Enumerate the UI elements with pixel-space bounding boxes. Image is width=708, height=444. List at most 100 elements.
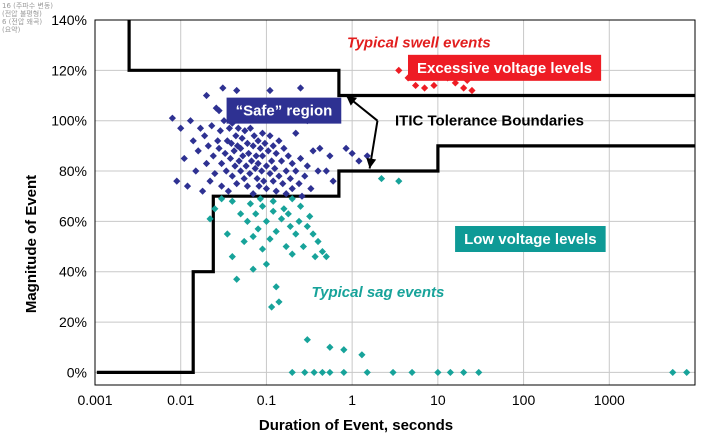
data-point [363,152,371,160]
data-point [288,159,296,168]
data-point [192,167,200,175]
data-point [288,195,296,203]
data-point [296,202,305,210]
corner-note-line: 16 (주파수 변동) [2,1,53,10]
data-point [225,124,234,132]
data-point [275,172,283,180]
data-point [322,253,330,261]
corner-note-line: 6 (전압 왜곡) [2,17,42,26]
data-point [326,368,334,377]
data-point [245,149,253,158]
data-point [221,149,229,158]
chart-annotations: Typical swell events Excessive voltage le… [226,35,606,301]
data-point [218,159,226,168]
data-point [314,167,322,175]
x-tick-label: 10 [430,392,446,408]
data-point [262,162,271,170]
x-tick-label: 100 [512,392,536,408]
data-point [222,167,230,175]
data-point [258,129,267,137]
data-point [314,237,322,246]
data-point [460,368,468,377]
data-point [277,157,286,165]
data-point [214,137,222,145]
data-point [247,157,256,165]
data-point [262,185,271,193]
data-point [288,368,296,377]
data-point [194,147,202,155]
annotation-safe-label: “Safe” region [236,103,333,120]
data-point [669,368,677,377]
data-point [408,368,416,377]
data-point [296,84,305,92]
data-point [358,351,366,359]
annotation-itic: ITIC Tolerance Boundaries [395,113,584,130]
data-point [233,275,241,283]
annotation-sag: Typical sag events [312,284,445,301]
data-point [168,114,177,122]
data-point [322,167,330,175]
y-tick-label: 60% [59,213,87,229]
data-point [249,190,257,198]
data-point [446,368,454,377]
data-point [215,107,223,115]
data-point [468,86,476,95]
x-tick-label: 0.001 [77,392,112,408]
data-point [206,177,214,185]
data-point [256,195,264,203]
itic-pointer-arrowhead [346,95,358,106]
data-point [269,177,277,185]
corner-note-line: (전압 불평형) [2,9,42,18]
data-point [307,185,315,193]
data-point [279,180,287,188]
data-point [266,132,274,140]
data-point [292,230,300,238]
data-point [249,232,257,241]
data-point [218,182,226,190]
data-point [223,230,231,238]
itic-pointer-arrowhead [366,157,377,169]
data-point [395,66,403,74]
data-point [303,336,311,344]
data-point [311,253,319,261]
data-point [340,346,348,354]
data-point [284,210,292,218]
data-point [412,81,420,90]
data-point [253,174,261,183]
data-point [340,368,348,377]
data-point [256,144,264,152]
data-point [254,225,262,233]
data-point [282,190,290,198]
data-point [208,122,216,130]
annotation-excessive-label: Excessive voltage levels [417,60,592,77]
data-point [420,84,429,92]
data-point [228,172,236,180]
data-point [282,167,290,175]
data-point [246,124,254,132]
data-point [219,84,227,92]
data-point [239,152,247,160]
y-tick-label: 0% [67,364,87,380]
event-points [168,61,691,377]
data-point [246,200,254,208]
data-point [292,129,300,137]
data-point [231,162,239,170]
data-point [363,368,371,377]
data-point [295,217,303,225]
data-point [226,154,235,163]
axis-ticks: 0% 20% 40% 60% 80% 100% 120% 140% 0.001 0.01 0.1 1 1… [51,12,625,408]
plot-area-frame [94,19,696,386]
x-tick-label: 0.1 [257,392,277,408]
annotation-low-label: Low voltage levels [464,231,597,248]
data-point [266,86,274,95]
data-point [204,142,212,150]
data-point [277,215,286,223]
data-point [258,167,266,175]
data-point [310,368,318,377]
data-point [215,144,223,152]
y-tick-label: 20% [59,314,87,330]
itic-boundary-lines [96,20,695,374]
data-point [196,124,205,132]
itic-boundary-lower [96,144,695,374]
